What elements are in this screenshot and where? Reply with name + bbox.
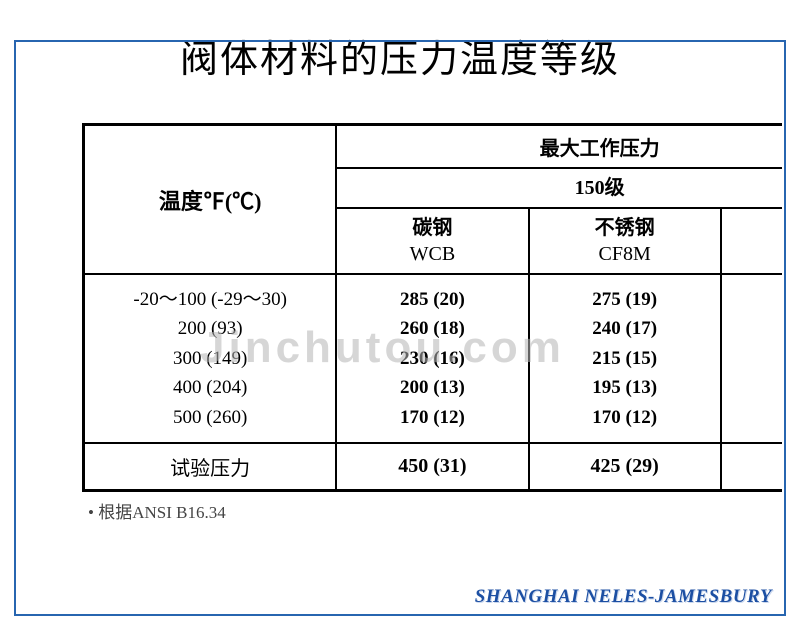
- footer-brand: SHANGHAI NELES-JAMESBURY: [475, 586, 772, 608]
- slide-border: [14, 40, 786, 616]
